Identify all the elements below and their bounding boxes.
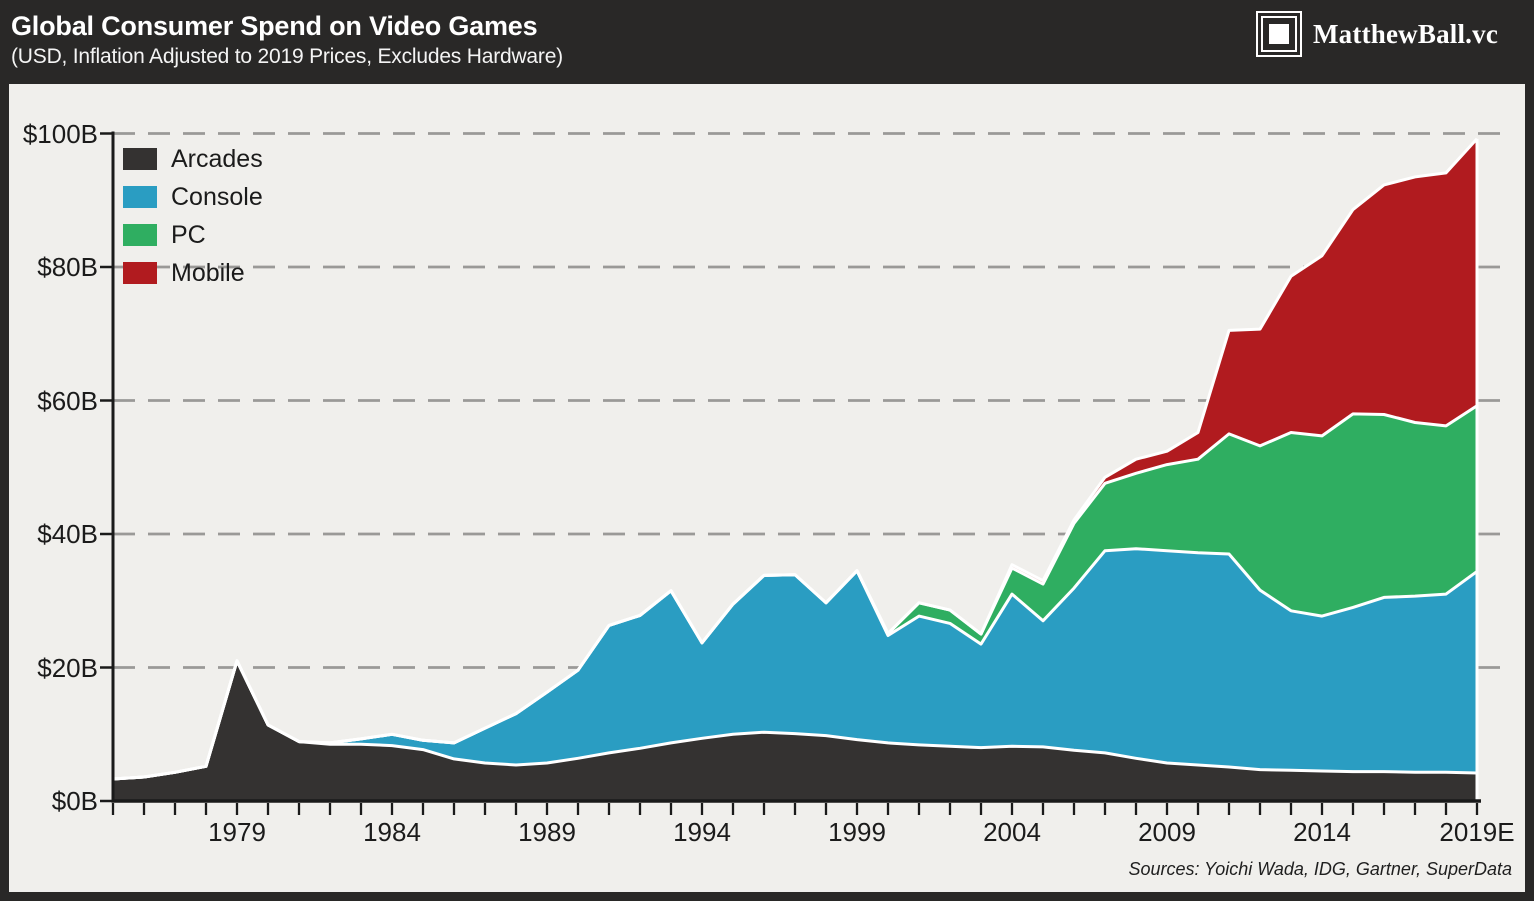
title-block: Global Consumer Spend on Video Games (US… xyxy=(11,11,563,69)
area-console xyxy=(113,548,1477,779)
legend-label: Console xyxy=(171,183,263,211)
legend-item-mobile: Mobile xyxy=(123,259,263,287)
nested-squares-icon xyxy=(1256,11,1302,57)
y-axis-label-$0B: $0B xyxy=(51,786,98,816)
separator-line-1 xyxy=(112,659,1478,781)
y-axis-label-$100B: $100B xyxy=(22,118,98,149)
x-axis-label-1999: 1999 xyxy=(828,817,886,847)
brand-name: MatthewBall.vc xyxy=(1313,18,1499,49)
x-axis-label-1989: 1989 xyxy=(518,817,576,847)
legend-item-console: Console xyxy=(123,183,263,211)
legend-item-arcades: Arcades xyxy=(123,145,263,173)
legend-swatch xyxy=(123,224,157,246)
y-axis-label-$80B: $80B xyxy=(37,252,98,282)
area-arcades xyxy=(113,660,1477,801)
nested-squares-icon-core xyxy=(1269,24,1289,44)
legend-label: Mobile xyxy=(171,259,245,287)
y-axis-label-$20B: $20B xyxy=(37,652,98,683)
x-axis-label-1984: 1984 xyxy=(363,817,421,847)
legend-label: PC xyxy=(171,221,206,249)
x-axis-label-2014: 2014 xyxy=(1293,817,1351,847)
y-axis-label-$40B: $40B xyxy=(37,519,98,549)
x-axis-label-1979: 1979 xyxy=(208,817,266,847)
brand-logo: MatthewBall.vc xyxy=(1256,11,1498,57)
legend-swatch xyxy=(123,186,157,208)
legend-label: Arcades xyxy=(171,145,263,173)
x-axis-label-2019E: 2019E xyxy=(1439,817,1515,847)
page-title: Global Consumer Spend on Video Games xyxy=(11,11,538,41)
sources-note: Sources: Yoichi Wada, IDG, Gartner, Supe… xyxy=(1128,859,1512,879)
separator-line-4 xyxy=(112,137,1479,781)
nested-squares-icon-mid xyxy=(1261,16,1297,52)
area-pc xyxy=(113,405,1477,779)
x-axis-label-2009: 2009 xyxy=(1138,817,1196,847)
legend-swatch xyxy=(123,148,157,170)
legend: Arcades Console PC Mobile xyxy=(123,145,263,300)
page-subtitle: (USD, Inflation Adjusted to 2019 Prices,… xyxy=(11,45,563,69)
x-axis-label-1994: 1994 xyxy=(673,817,731,847)
legend-item-pc: PC xyxy=(123,221,263,249)
y-axis-label-$60B: $60B xyxy=(37,385,98,416)
legend-swatch xyxy=(123,262,157,284)
x-axis-label-2004: 2004 xyxy=(983,817,1041,847)
